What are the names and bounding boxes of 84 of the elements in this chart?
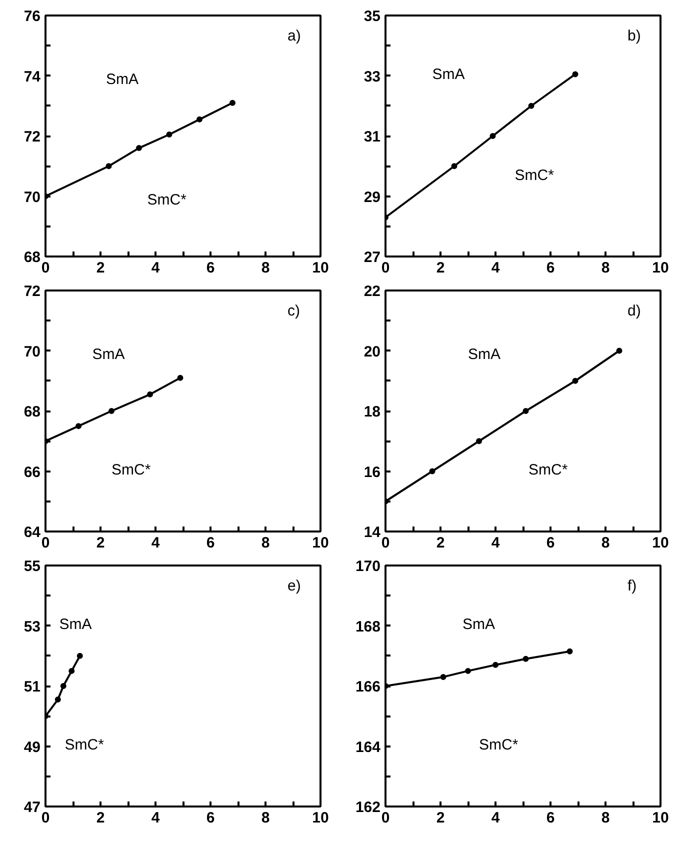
x-tick-label: 8: [601, 260, 610, 276]
x-tick-label: 8: [261, 810, 270, 826]
annotation: SmC*: [147, 191, 187, 208]
y-tick-label: 170: [355, 558, 381, 575]
x-tick-label: 4: [151, 534, 160, 552]
annotation: b): [628, 27, 641, 44]
x-tick-label: 2: [436, 534, 445, 552]
x-tick-label: 8: [261, 260, 270, 276]
x-tick-label: 4: [151, 260, 160, 276]
y-tick-label: 72: [24, 128, 41, 146]
x-tick-label: 2: [96, 260, 105, 276]
x-tick-label: 6: [206, 534, 215, 552]
x-tick-label: 10: [652, 534, 669, 552]
y-tick-label: 31: [364, 128, 381, 146]
y-tick-label: 166: [355, 678, 381, 696]
y-tick-label: 55: [24, 558, 41, 575]
annotation: e): [288, 577, 301, 594]
x-tick-label: 2: [436, 810, 445, 826]
x-tick-label: 0: [41, 810, 50, 826]
x-tick-label: 10: [652, 810, 669, 826]
annotation: SmA: [432, 66, 465, 83]
y-tick-label: 27: [364, 249, 381, 266]
x-tick-label: 6: [546, 534, 555, 552]
annotation: d): [628, 302, 641, 320]
annotation: SmC*: [479, 736, 518, 754]
y-tick-label: 14: [364, 524, 382, 541]
x-tick-label: 10: [312, 810, 329, 826]
annotation: f): [628, 577, 637, 594]
x-tick-label: 0: [41, 260, 50, 276]
x-tick-label: 0: [381, 810, 390, 826]
y-tick-label: 72: [24, 283, 41, 300]
annotation: a): [288, 27, 301, 44]
y-tick-label: 16: [364, 464, 381, 481]
y-tick-label: 35: [364, 8, 381, 25]
x-tick-label: 0: [41, 534, 50, 552]
annotation: SmA: [106, 70, 139, 88]
y-tick-label: 164: [355, 738, 382, 756]
x-tick-label: 2: [96, 534, 105, 552]
y-tick-label: 70: [24, 188, 41, 206]
y-tick-label: 33: [364, 68, 381, 86]
y-tick-label: 76: [24, 8, 41, 25]
annotation: SmC*: [514, 167, 554, 184]
y-tick-label: 168: [355, 618, 381, 636]
annotation: SmC*: [112, 461, 151, 478]
y-tick-label: 49: [24, 738, 41, 756]
y-tick-label: 68: [24, 249, 41, 266]
x-tick-label: 6: [546, 810, 555, 826]
annotation: SmC*: [528, 461, 568, 478]
annotation: SmA: [462, 616, 496, 633]
y-tick-label: 66: [24, 464, 41, 481]
x-tick-label: 2: [96, 810, 105, 826]
x-tick-label: 4: [491, 534, 500, 552]
x-tick-label: 6: [206, 810, 215, 826]
annotation: c): [288, 302, 300, 320]
y-tick-label: 70: [24, 343, 41, 360]
x-tick-label: 8: [261, 534, 270, 552]
y-tick-label: 22: [364, 283, 381, 300]
x-tick-label: 4: [491, 260, 500, 276]
x-tick-label: 0: [381, 534, 390, 552]
x-tick-label: 10: [312, 534, 329, 552]
x-tick-label: 10: [312, 260, 329, 276]
y-tick-label: 47: [24, 799, 41, 816]
x-tick-label: 4: [491, 810, 500, 826]
annotation: SmA: [59, 616, 92, 633]
y-tick-label: 74: [24, 68, 42, 86]
annotation: SmA: [468, 346, 501, 363]
y-tick-label: 29: [364, 188, 381, 206]
y-tick-label: 64: [24, 524, 42, 541]
x-tick-label: 4: [151, 810, 160, 826]
x-tick-label: 8: [601, 810, 610, 826]
y-tick-label: 53: [24, 618, 41, 636]
y-tick-label: 18: [364, 404, 381, 420]
x-tick-label: 6: [546, 260, 555, 276]
x-tick-label: 10: [652, 260, 669, 276]
annotation: SmA: [92, 346, 125, 363]
x-tick-label: 6: [206, 260, 215, 276]
y-tick-label: 162: [355, 799, 381, 816]
y-tick-label: 20: [364, 343, 381, 360]
y-tick-label: 68: [24, 404, 41, 420]
y-tick-label: 51: [24, 678, 41, 696]
x-tick-label: 0: [381, 260, 390, 276]
annotation: SmC*: [64, 736, 104, 754]
x-tick-label: 2: [436, 260, 445, 276]
x-tick-label: 8: [601, 534, 610, 552]
